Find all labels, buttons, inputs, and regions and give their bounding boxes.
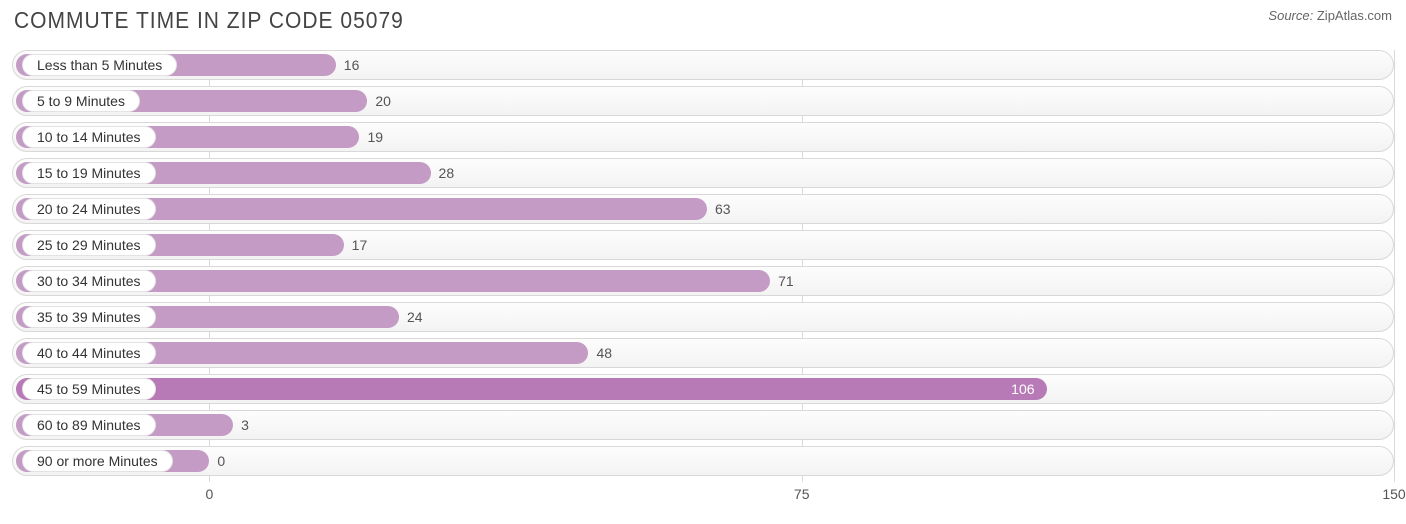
header: COMMUTE TIME IN ZIP CODE 05079 Source: Z… <box>12 8 1394 32</box>
x-tick-label: 0 <box>206 486 214 502</box>
source-value: ZipAtlas.com <box>1317 8 1392 23</box>
bar-value: 71 <box>778 273 794 289</box>
bar-row: 106 45 to 59 Minutes <box>12 374 1394 404</box>
category-pill: 45 to 59 Minutes <box>22 378 156 400</box>
x-tick-label: 75 <box>794 486 810 502</box>
bar-row: 17 25 to 29 Minutes <box>12 230 1394 260</box>
bar-row: 3 60 to 89 Minutes <box>12 410 1394 440</box>
chart-title: COMMUTE TIME IN ZIP CODE 05079 <box>14 8 404 34</box>
category-pill: 25 to 29 Minutes <box>22 234 156 256</box>
gridline <box>1394 50 1395 482</box>
bar-row: 19 10 to 14 Minutes <box>12 122 1394 152</box>
bar-value: 17 <box>352 237 368 253</box>
category-pill: 15 to 19 Minutes <box>22 162 156 184</box>
chart-container: COMMUTE TIME IN ZIP CODE 05079 Source: Z… <box>0 0 1406 524</box>
bar-value: 20 <box>375 93 391 109</box>
bar-row: 48 40 to 44 Minutes <box>12 338 1394 368</box>
bar-value: 48 <box>596 345 612 361</box>
category-pill: 10 to 14 Minutes <box>22 126 156 148</box>
bar-row: 63 20 to 24 Minutes <box>12 194 1394 224</box>
source-label: Source: <box>1268 8 1313 23</box>
bar-value: 0 <box>217 453 225 469</box>
category-pill: Less than 5 Minutes <box>22 54 177 76</box>
category-pill: 30 to 34 Minutes <box>22 270 156 292</box>
bar-value: 3 <box>241 417 249 433</box>
bar-value: 63 <box>715 201 731 217</box>
bar-row: 16 Less than 5 Minutes <box>12 50 1394 80</box>
bars: 16Less than 5 Minutes205 to 9 Minutes191… <box>12 50 1394 476</box>
source-attribution: Source: ZipAtlas.com <box>1268 8 1392 23</box>
category-pill: 20 to 24 Minutes <box>22 198 156 220</box>
bar-row: 71 30 to 34 Minutes <box>12 266 1394 296</box>
category-pill: 60 to 89 Minutes <box>22 414 156 436</box>
bar-value: 16 <box>344 57 360 73</box>
category-pill: 90 or more Minutes <box>22 450 173 472</box>
bar-value: 19 <box>367 129 383 145</box>
bar-row: 20 5 to 9 Minutes <box>12 86 1394 116</box>
bar-row: 24 35 to 39 Minutes <box>12 302 1394 332</box>
bar-row: 28 15 to 19 Minutes <box>12 158 1394 188</box>
category-pill: 40 to 44 Minutes <box>22 342 156 364</box>
bar-value: 24 <box>407 309 423 325</box>
plot-area: 16Less than 5 Minutes205 to 9 Minutes191… <box>12 50 1394 506</box>
category-pill: 35 to 39 Minutes <box>22 306 156 328</box>
category-pill: 5 to 9 Minutes <box>22 90 140 112</box>
x-tick-label: 150 <box>1382 486 1405 502</box>
bar-value: 28 <box>439 165 455 181</box>
bar-row: 0 90 or more Minutes <box>12 446 1394 476</box>
x-axis: 075150 <box>12 482 1394 506</box>
bar: 106 <box>16 378 1047 400</box>
bar-value: 106 <box>1011 381 1034 397</box>
